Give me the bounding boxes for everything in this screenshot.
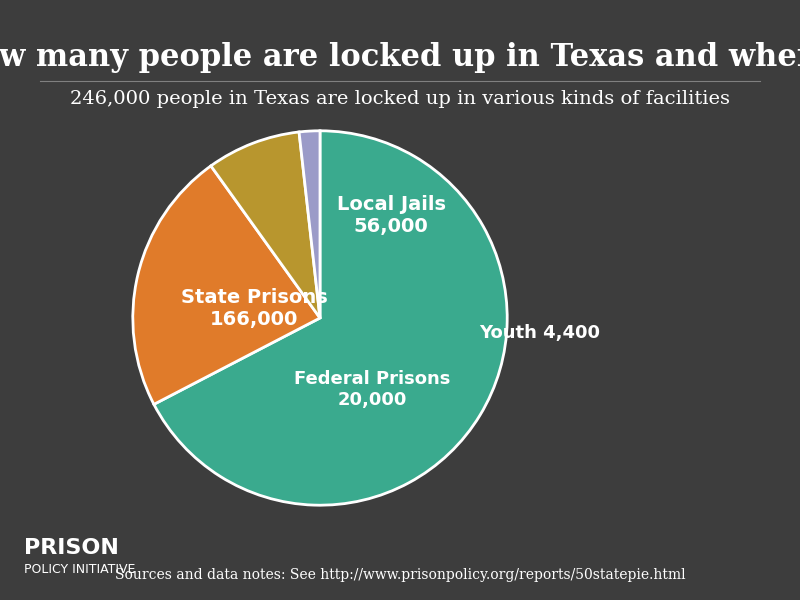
- Text: How many people are locked up in Texas and where?: How many people are locked up in Texas a…: [0, 42, 800, 73]
- Wedge shape: [211, 132, 320, 318]
- Wedge shape: [133, 166, 320, 404]
- Wedge shape: [154, 131, 507, 505]
- Text: 246,000 people in Texas are locked up in various kinds of facilities: 246,000 people in Texas are locked up in…: [70, 90, 730, 108]
- Text: Local Jails
56,000: Local Jails 56,000: [337, 194, 446, 236]
- Text: Federal Prisons
20,000: Federal Prisons 20,000: [294, 370, 450, 409]
- Text: PRISON: PRISON: [24, 538, 119, 558]
- Text: State Prisons
166,000: State Prisons 166,000: [181, 288, 328, 329]
- Wedge shape: [299, 131, 320, 318]
- Text: Sources and data notes: See http://www.prisonpolicy.org/reports/50statepie.html: Sources and data notes: See http://www.p…: [114, 568, 686, 582]
- Text: Youth 4,400: Youth 4,400: [479, 324, 600, 342]
- Text: POLICY INITIATIVE: POLICY INITIATIVE: [24, 563, 135, 576]
